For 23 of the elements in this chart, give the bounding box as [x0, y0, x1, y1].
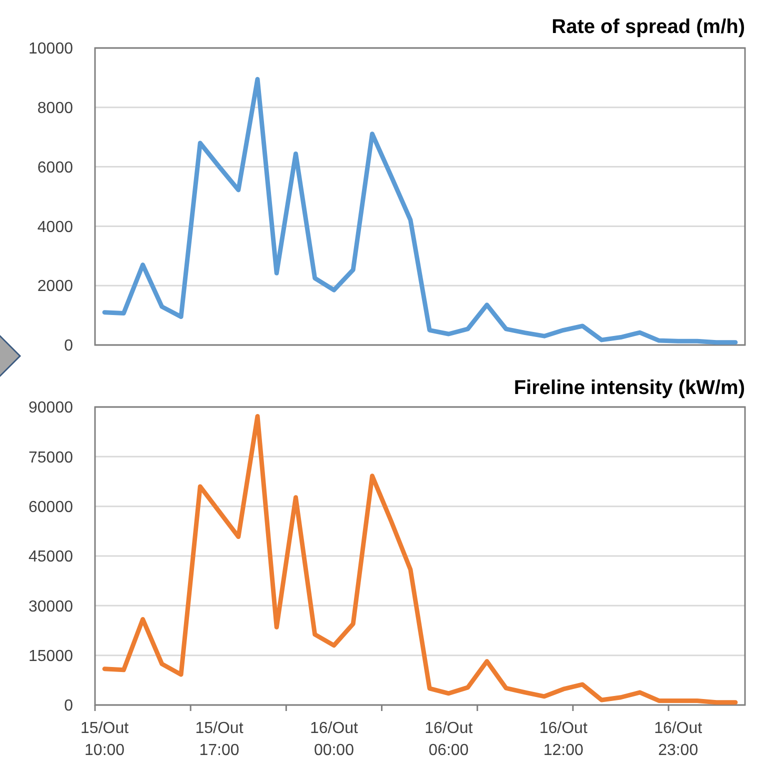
y-tick-label: 8000	[37, 100, 74, 117]
x-tick-label: 16/Out 23:00	[654, 720, 703, 759]
x-tick-label: 16/Out 00:00	[310, 720, 359, 759]
y-tick-label: 30000	[28, 598, 74, 616]
chart-title: Fireline intensity (kW/m)	[514, 377, 745, 399]
x-tick-label: 15/Out 17:00	[195, 720, 244, 759]
y-tick-label: 75000	[28, 449, 74, 466]
line-series	[102, 414, 738, 705]
y-tick-label: 15000	[28, 648, 74, 665]
y-tick-label: 0	[64, 338, 74, 355]
y-tick-label: 4000	[37, 218, 74, 236]
y-tick-label: 45000	[28, 548, 74, 566]
y-tick-label: 0	[64, 698, 74, 715]
x-tick-label: 16/Out 06:00	[424, 720, 474, 759]
y-tick-label: 90000	[28, 400, 74, 417]
chart-title: Rate of spread (m/h)	[552, 16, 745, 38]
line-series	[102, 76, 738, 345]
y-tick-label: 6000	[37, 159, 74, 176]
x-tick-label: 15/Out 10:00	[80, 720, 130, 759]
y-tick-label: 2000	[37, 278, 74, 296]
x-tick-label: 16/Out 12:00	[539, 720, 588, 759]
y-tick-label: 10000	[28, 40, 74, 58]
y-tick-label: 60000	[28, 498, 74, 516]
